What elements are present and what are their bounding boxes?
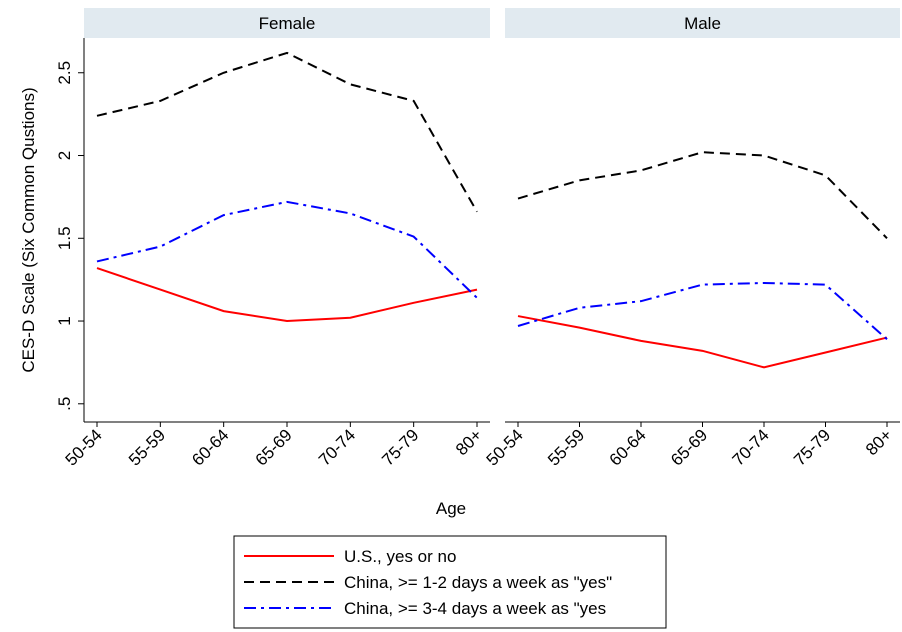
legend-box	[233, 535, 667, 629]
panel-header	[84, 8, 490, 38]
y-tick-label: 1	[55, 316, 74, 325]
x-axis-title: Age	[436, 499, 466, 518]
x-tick-label: 75-79	[790, 425, 834, 469]
panel-title: Female	[259, 14, 316, 33]
y-tick-label: 2.5	[55, 61, 74, 85]
legend-label: China, >= 1-2 days a week as "yes"	[344, 573, 612, 592]
line-series	[517, 151, 888, 239]
x-tick-label: 65-69	[667, 425, 711, 469]
x-tick-label: 65-69	[252, 425, 296, 469]
y-tick-label: 2	[55, 151, 74, 160]
x-tick-label: 80+	[862, 425, 896, 459]
x-tick-label: 75-79	[378, 425, 422, 469]
legend-label: China, >= 3-4 days a week as "yes	[344, 599, 606, 618]
line-series	[517, 315, 888, 369]
line-series	[517, 281, 888, 340]
panel-header	[505, 8, 900, 38]
x-tick-label: 50-54	[62, 425, 106, 469]
x-tick-label: 70-74	[315, 425, 359, 469]
line-series	[96, 267, 478, 323]
x-tick-label: 60-64	[188, 425, 232, 469]
panel-title: Male	[684, 14, 721, 33]
line-series	[96, 51, 478, 213]
x-tick-label: 55-59	[544, 425, 588, 469]
y-axis-title: CES-D Scale (Six Common Qustions)	[19, 87, 38, 372]
x-tick-label: 50-54	[483, 425, 527, 469]
x-tick-label: 80+	[452, 425, 486, 459]
x-tick-label: 55-59	[125, 425, 169, 469]
line-series	[96, 200, 478, 299]
x-tick-label: 60-64	[606, 425, 650, 469]
x-tick-label: 70-74	[729, 425, 773, 469]
y-tick-label: .5	[55, 397, 74, 411]
y-tick-label: 1.5	[55, 226, 74, 250]
legend-label: U.S., yes or no	[344, 547, 456, 566]
